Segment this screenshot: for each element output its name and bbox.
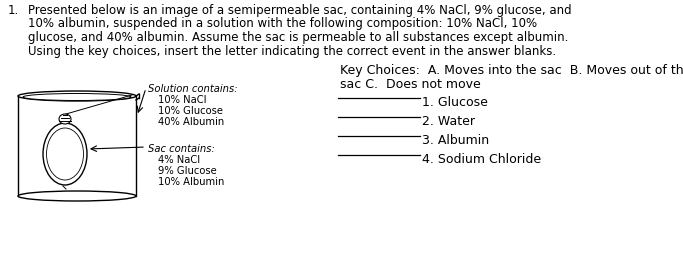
Text: 10% albumin, suspended in a solution with the following composition: 10% NaCl, 1: 10% albumin, suspended in a solution wit… [28,18,537,30]
Text: Key Choices:  A. Moves into the sac  B. Moves out of the: Key Choices: A. Moves into the sac B. Mo… [340,64,683,77]
Ellipse shape [43,123,87,185]
Text: 4. Sodium Chloride: 4. Sodium Chloride [422,153,541,166]
Text: glucose, and 40% albumin. Assume the sac is permeable to all substances except a: glucose, and 40% albumin. Assume the sac… [28,31,568,44]
Text: 10% Glucose: 10% Glucose [158,106,223,116]
Ellipse shape [59,114,71,124]
Text: 1.: 1. [8,4,19,17]
Text: 4% NaCl: 4% NaCl [158,155,200,165]
Text: 9% Glucose: 9% Glucose [158,166,217,176]
Ellipse shape [18,91,136,101]
Ellipse shape [23,93,131,101]
Ellipse shape [18,191,136,201]
Text: Sac contains:: Sac contains: [148,144,215,154]
Text: sac C.  Does not move: sac C. Does not move [340,78,481,91]
Text: 10% NaCl: 10% NaCl [158,95,206,105]
Text: Using the key choices, insert the letter indicating the correct event in the ans: Using the key choices, insert the letter… [28,44,556,57]
Text: 40% Albumin: 40% Albumin [158,117,224,127]
Text: Solution contains:: Solution contains: [148,84,238,94]
Text: 1. Glucose: 1. Glucose [422,96,488,109]
Text: 2. Water: 2. Water [422,115,475,128]
Text: 10% Albumin: 10% Albumin [158,177,225,187]
Text: 3. Albumin: 3. Albumin [422,134,489,147]
Text: Presented below is an image of a semipermeable sac, containing 4% NaCl, 9% gluco: Presented below is an image of a semiper… [28,4,572,17]
